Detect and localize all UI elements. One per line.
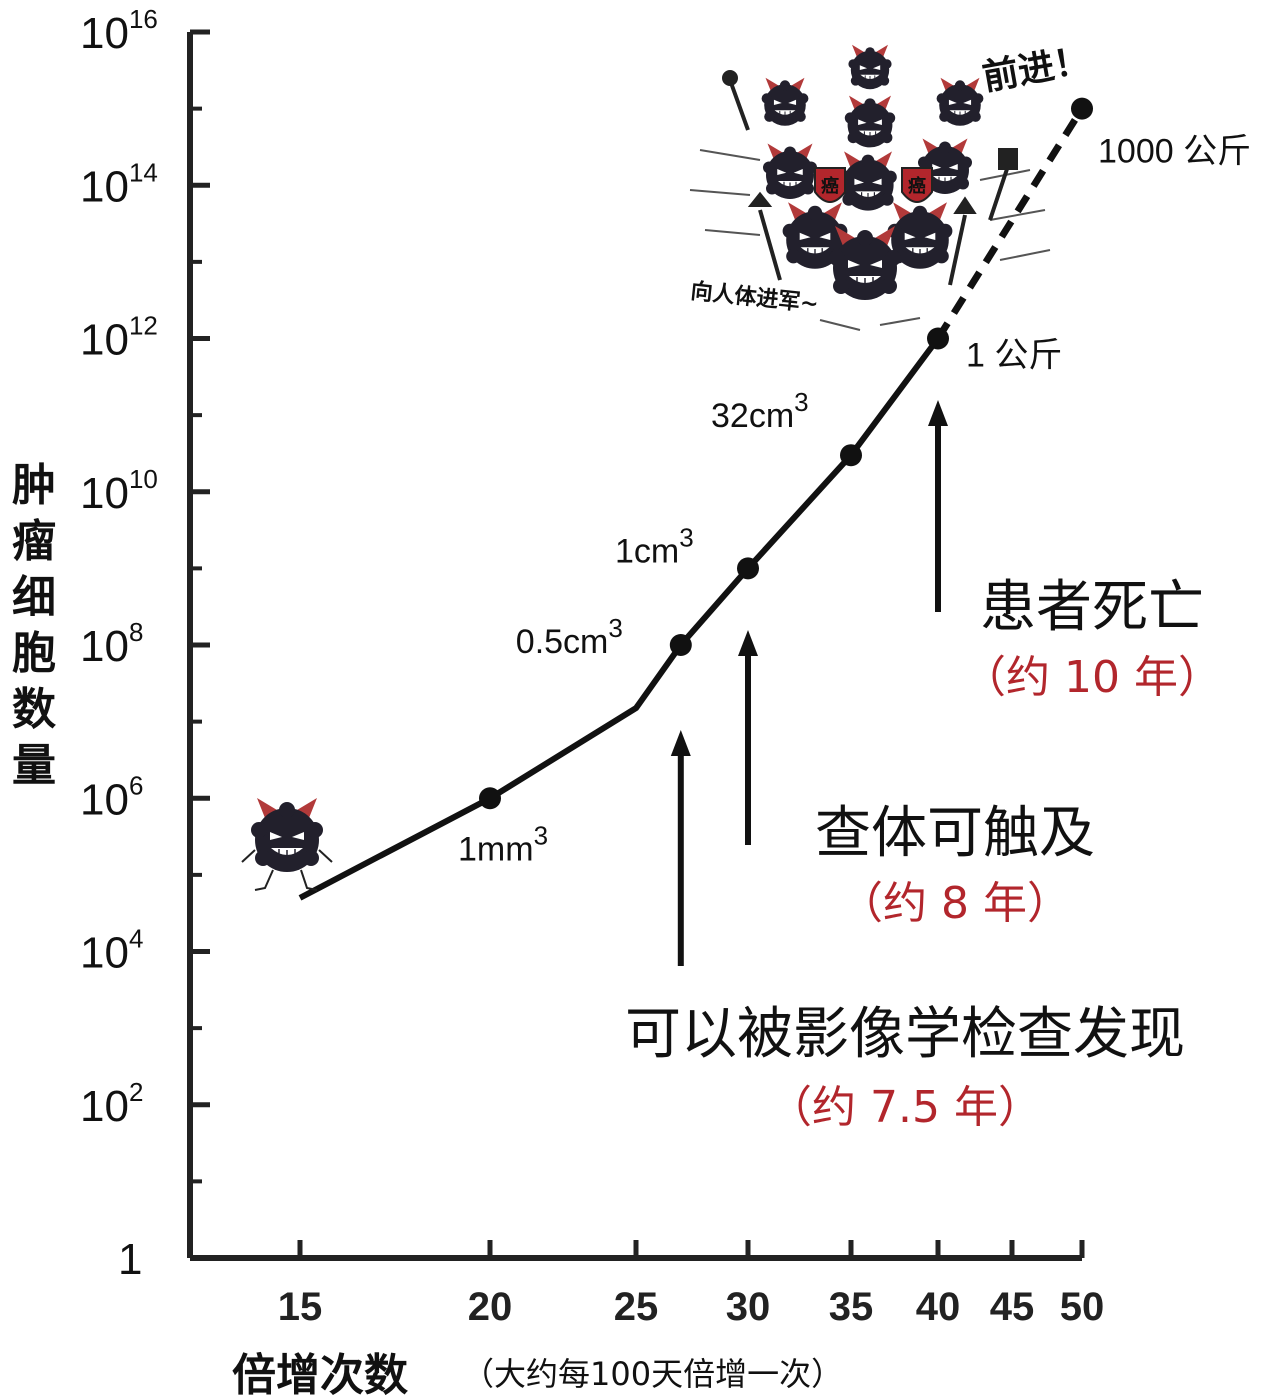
y-tick-label: 106 <box>80 770 143 824</box>
data-point <box>737 557 759 580</box>
y-tick-label: 1012 <box>80 311 158 365</box>
y-tick-label: 104 <box>80 924 143 978</box>
annotation-years: （约 7.5 年） <box>768 1082 1042 1133</box>
annotation-label: 患者死亡 <box>980 575 1204 640</box>
data-point <box>1071 97 1093 120</box>
shield-icon: 癌 <box>901 167 933 203</box>
point-label: 1000 公斤 <box>1098 133 1251 171</box>
point-label: 1 公斤 <box>966 337 1062 375</box>
shield-icon: 癌 <box>814 167 846 203</box>
x-tick-label: 20 <box>468 1285 513 1329</box>
axes <box>187 32 1082 1261</box>
point-labels: 1mm3 0.5cm3 1cm3 32cm3 1 公斤 1000 公斤 <box>458 133 1251 869</box>
arrowhead-icon <box>670 730 691 756</box>
data-point <box>479 787 501 810</box>
y-axis-title-char: 量 <box>12 740 56 791</box>
data-markers <box>479 97 1093 810</box>
y-tick-label: 108 <box>80 617 143 671</box>
x-tick-label: 30 <box>726 1285 771 1329</box>
annotation-label: 可以被影像学检查发现 <box>625 1002 1185 1067</box>
x-tick-label: 25 <box>614 1285 659 1329</box>
svg-text:癌: 癌 <box>908 175 926 197</box>
x-axis-ticks: 15 20 25 30 35 40 45 50 <box>278 1240 1105 1329</box>
y-axis-title-char: 瘤 <box>12 516 56 567</box>
y-tick-label: 1016 <box>80 4 158 58</box>
x-tick-label: 35 <box>829 1285 874 1329</box>
svg-text:癌: 癌 <box>821 175 839 197</box>
y-tick-label: 102 <box>80 1077 143 1131</box>
data-point <box>927 327 949 350</box>
arrowhead-icon <box>738 630 758 656</box>
x-tick-label: 45 <box>990 1285 1035 1329</box>
series-extension-dashed <box>935 106 1085 341</box>
y-axis-title-char: 数 <box>12 684 56 735</box>
point-label: 1mm3 <box>458 820 548 868</box>
x-axis-title: 倍增次数 <box>232 1350 408 1400</box>
y-axis-ticks: 1 102 104 106 108 1010 1012 1014 1016 <box>80 4 210 1284</box>
y-tick-label: 1010 <box>80 464 158 518</box>
annotation-years: （约 10 年） <box>962 652 1222 703</box>
series-line <box>298 106 1085 901</box>
y-tick-label: 1 <box>118 1235 142 1284</box>
point-label: 32cm3 <box>711 387 809 435</box>
point-label: 0.5cm3 <box>516 613 623 661</box>
annotations: 可以被影像学检查发现 （约 7.5 年） 查体可触及 （约 8 年） 患者死亡 （约 10… <box>625 400 1222 1133</box>
speech-march: 向人体进军~ <box>689 278 819 317</box>
y-tick-label: 1014 <box>80 157 158 211</box>
annotation-label: 查体可触及 <box>815 801 1095 866</box>
x-axis-title-note: （大约每100天倍增一次） <box>462 1355 843 1393</box>
x-tick-label: 50 <box>1060 1285 1105 1329</box>
arrowhead-icon <box>928 400 948 426</box>
data-point <box>669 634 692 656</box>
cancer-cell-monster-icon <box>241 797 333 891</box>
data-point <box>840 444 862 467</box>
speech-forward: 前进！ <box>979 40 1092 99</box>
point-label: 1cm3 <box>615 522 694 570</box>
y-axis-title-char: 胞 <box>12 628 56 679</box>
y-axis-title-char: 肿 <box>12 460 56 511</box>
annotation-years: （约 8 年） <box>839 878 1071 929</box>
y-axis-title-char: 细 <box>12 572 56 623</box>
x-tick-label: 15 <box>278 1285 323 1329</box>
x-tick-label: 40 <box>916 1285 961 1329</box>
